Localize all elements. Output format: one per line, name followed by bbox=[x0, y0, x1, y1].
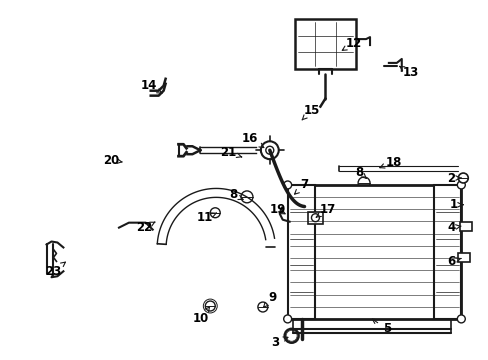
Circle shape bbox=[205, 301, 215, 311]
Text: 11: 11 bbox=[197, 211, 216, 224]
Text: 3: 3 bbox=[270, 336, 287, 349]
Text: 21: 21 bbox=[220, 146, 241, 159]
Text: 7: 7 bbox=[294, 179, 308, 194]
Text: 14: 14 bbox=[140, 79, 162, 93]
Circle shape bbox=[311, 214, 319, 222]
Bar bbox=[287, 185, 460, 319]
Bar bbox=[459, 222, 471, 231]
Bar bbox=[294, 19, 355, 69]
Text: 15: 15 bbox=[302, 104, 319, 120]
Text: 19: 19 bbox=[269, 203, 285, 216]
Text: 9: 9 bbox=[263, 291, 276, 307]
Circle shape bbox=[241, 191, 252, 203]
Circle shape bbox=[284, 329, 298, 343]
Circle shape bbox=[257, 302, 267, 312]
Text: 22: 22 bbox=[135, 221, 155, 234]
Text: 1: 1 bbox=[448, 198, 462, 211]
Text: 17: 17 bbox=[316, 203, 335, 217]
Text: 5: 5 bbox=[372, 319, 390, 336]
Bar bbox=[457, 253, 469, 262]
Circle shape bbox=[456, 181, 464, 189]
Text: 23: 23 bbox=[45, 262, 65, 278]
Text: 13: 13 bbox=[399, 66, 418, 79]
Bar bbox=[307, 212, 323, 224]
Circle shape bbox=[283, 181, 291, 189]
Circle shape bbox=[287, 332, 294, 339]
Text: 8: 8 bbox=[228, 188, 243, 201]
Text: 16: 16 bbox=[241, 132, 264, 148]
Text: 10: 10 bbox=[192, 307, 209, 325]
Bar bbox=[433, 185, 460, 319]
Circle shape bbox=[210, 208, 220, 218]
Text: 4: 4 bbox=[447, 221, 460, 234]
Text: 20: 20 bbox=[102, 154, 122, 167]
Circle shape bbox=[283, 315, 291, 323]
Circle shape bbox=[357, 177, 369, 189]
Circle shape bbox=[260, 141, 278, 159]
Text: 6: 6 bbox=[447, 255, 460, 268]
Circle shape bbox=[456, 315, 464, 323]
Text: 2: 2 bbox=[447, 171, 460, 185]
Text: 18: 18 bbox=[379, 156, 401, 168]
Circle shape bbox=[285, 330, 297, 341]
Text: 8: 8 bbox=[354, 166, 366, 179]
Circle shape bbox=[265, 146, 273, 154]
Text: 12: 12 bbox=[342, 37, 362, 50]
Circle shape bbox=[457, 173, 468, 183]
Bar bbox=[287, 185, 315, 319]
